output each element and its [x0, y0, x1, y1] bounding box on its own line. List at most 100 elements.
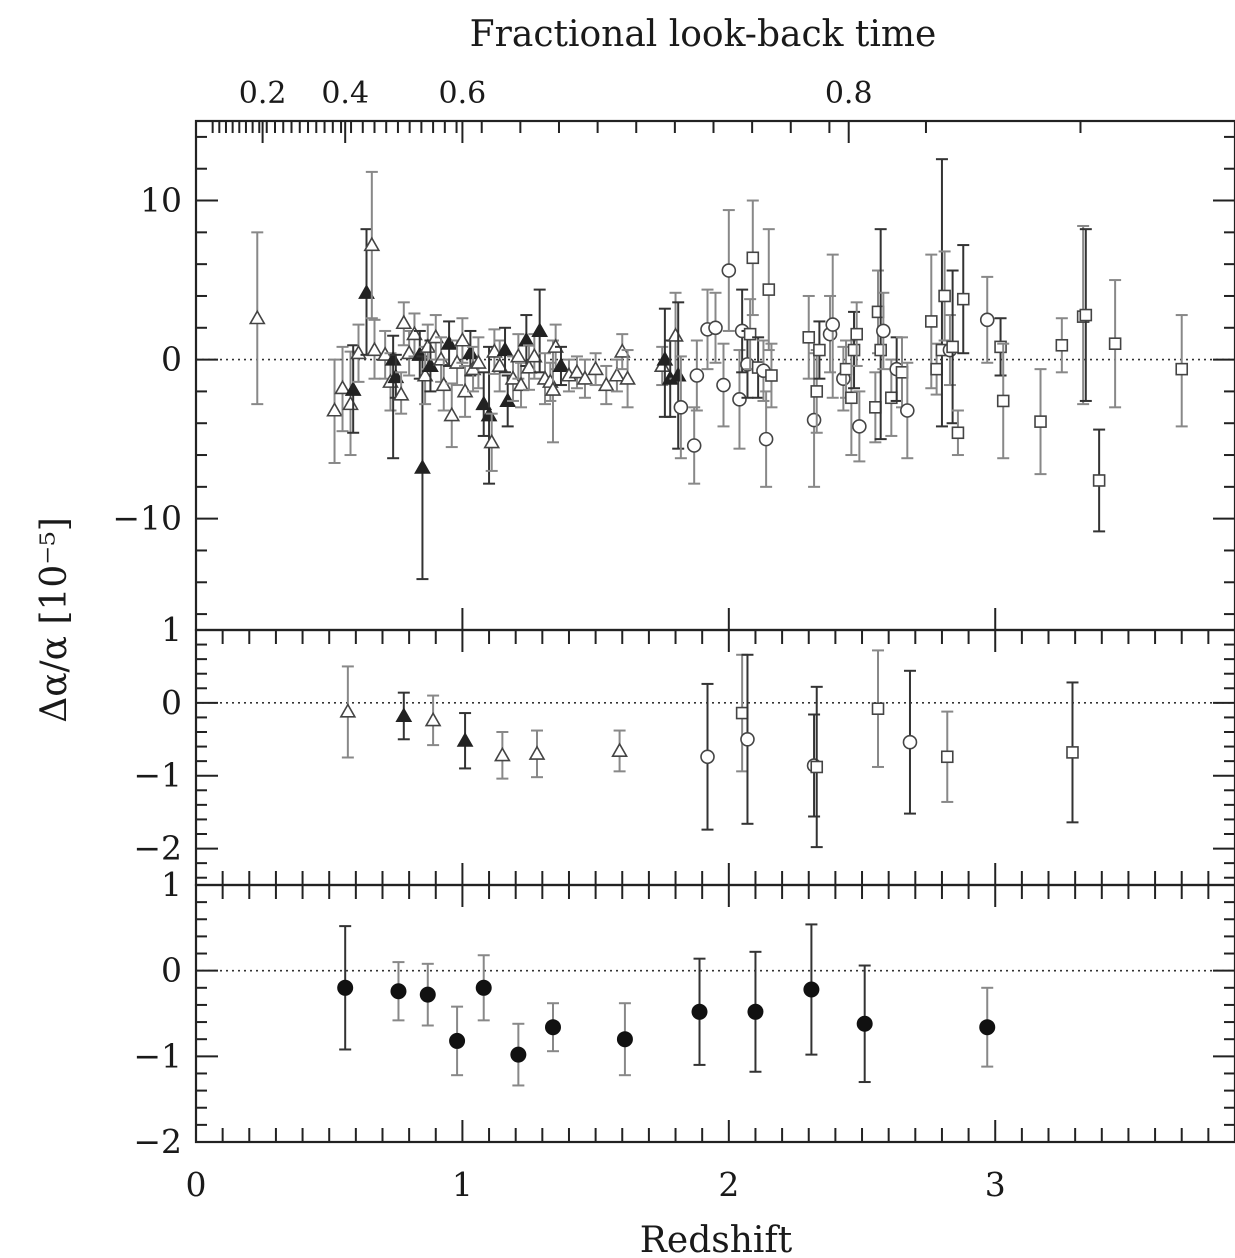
data-point-triangle: [462, 344, 479, 360]
data-point-filled: [616, 1031, 633, 1048]
data-layer: [248, 158, 1189, 1087]
data-point-square: [743, 327, 757, 341]
data-point-square: [956, 292, 970, 306]
data-point-triangle: [392, 385, 410, 401]
data-point-triangle: [552, 357, 570, 373]
data-point-triangle: [528, 745, 546, 760]
data-point-triangle: [667, 327, 684, 342]
data-point-circle: [686, 438, 702, 453]
data-point-square: [765, 369, 778, 382]
data-point-triangle: [363, 236, 381, 252]
data-point-filled: [856, 1015, 873, 1032]
data-point-triangle: [395, 314, 413, 330]
x-tick-label: 3: [985, 1165, 1006, 1204]
data-point-circle: [689, 368, 705, 383]
data-point-square: [930, 362, 943, 376]
data-point-circle: [700, 749, 715, 765]
data-point-triangle: [486, 343, 503, 358]
data-point-filled: [510, 1046, 527, 1063]
data-point-triangle: [424, 711, 442, 727]
data-point-triangle: [669, 366, 687, 382]
y-tick-label: 0: [161, 683, 182, 722]
data-point-triangle: [443, 406, 461, 422]
data-point-triangle: [544, 381, 562, 396]
top-axis-tick-label: 0.2: [239, 76, 287, 111]
data-point-square: [802, 331, 816, 344]
data-point-square: [1055, 338, 1069, 352]
data-point-square: [895, 366, 909, 379]
data-point-triangle: [344, 381, 362, 396]
data-point-filled: [979, 1019, 996, 1036]
data-point-circle: [806, 412, 822, 428]
data-point-square: [746, 251, 760, 265]
data-point-filled: [803, 981, 820, 998]
data-point-triangle: [496, 341, 514, 357]
y-tick-label: 1: [161, 610, 182, 649]
data-point-square: [839, 362, 853, 376]
data-point-triangle: [470, 354, 487, 369]
data-point-square: [1066, 746, 1079, 759]
data-point-triangle: [520, 358, 538, 374]
data-point-square: [940, 750, 954, 764]
data-point-filled: [390, 983, 407, 1000]
data-point-square: [813, 343, 826, 357]
y-tick-label: 0: [161, 951, 182, 990]
data-point-triangle: [342, 395, 359, 411]
panel-frame-bottom: [194, 883, 1235, 1144]
y-tick-label: 0: [161, 340, 182, 379]
data-point-triangle: [493, 746, 511, 762]
y-tick-label: −10: [112, 499, 182, 538]
data-point-triangle: [339, 702, 357, 718]
data-point-circle: [732, 392, 747, 407]
data-point-triangle: [475, 395, 493, 411]
data-point-circle: [852, 419, 867, 434]
data-point-triangle: [512, 376, 530, 392]
data-point-triangle: [525, 347, 543, 363]
data-point-square: [1092, 474, 1106, 487]
data-point-circle: [673, 400, 689, 415]
data-point-square: [845, 391, 858, 405]
data-point-circle: [758, 431, 774, 447]
y-tick-label: −1: [133, 756, 182, 795]
data-point-triangle: [326, 401, 343, 417]
y-axis-title: Δα/α [10⁻⁵]: [34, 517, 75, 723]
data-point-circle: [902, 734, 918, 750]
data-point-square: [810, 760, 824, 774]
data-point-square: [1175, 362, 1189, 376]
data-point-filled: [691, 1003, 708, 1020]
top-axis-tick-label: 0.8: [825, 76, 873, 111]
data-point-filled: [449, 1032, 466, 1049]
data-point-triangle: [395, 707, 413, 723]
data-point-circle: [708, 320, 723, 336]
data-point-triangle: [576, 370, 594, 385]
data-point-triangle: [414, 459, 431, 474]
data-point-triangle: [366, 341, 383, 357]
data-point-square: [874, 343, 887, 357]
data-point-square: [735, 706, 749, 720]
data-point-square: [871, 305, 885, 319]
data-point-square: [1079, 308, 1093, 322]
top-axis-title: Fractional look-back time: [470, 14, 937, 55]
data-point-triangle: [387, 368, 405, 384]
data-point-circle: [740, 731, 755, 747]
data-point-square: [996, 394, 1010, 408]
data-point-triangle: [358, 284, 375, 299]
data-point-filled: [337, 979, 354, 996]
data-point-square: [850, 327, 863, 341]
data-point-triangle: [456, 732, 474, 747]
data-point-filled: [419, 986, 436, 1003]
data-point-square: [847, 343, 861, 357]
data-point-square: [1108, 337, 1122, 350]
data-point-filled: [475, 979, 492, 996]
data-point-triangle: [656, 350, 674, 366]
data-point-triangle: [440, 335, 458, 350]
data-point-circle: [900, 403, 915, 418]
data-point-triangle: [406, 325, 423, 341]
data-point-square: [810, 385, 824, 398]
data-point-triangle: [517, 331, 535, 347]
panel-frame-top: [194, 119, 1235, 632]
data-point-triangle: [248, 309, 266, 325]
data-point-square: [938, 289, 951, 303]
top-axis-tick-label: 0.4: [321, 76, 369, 111]
